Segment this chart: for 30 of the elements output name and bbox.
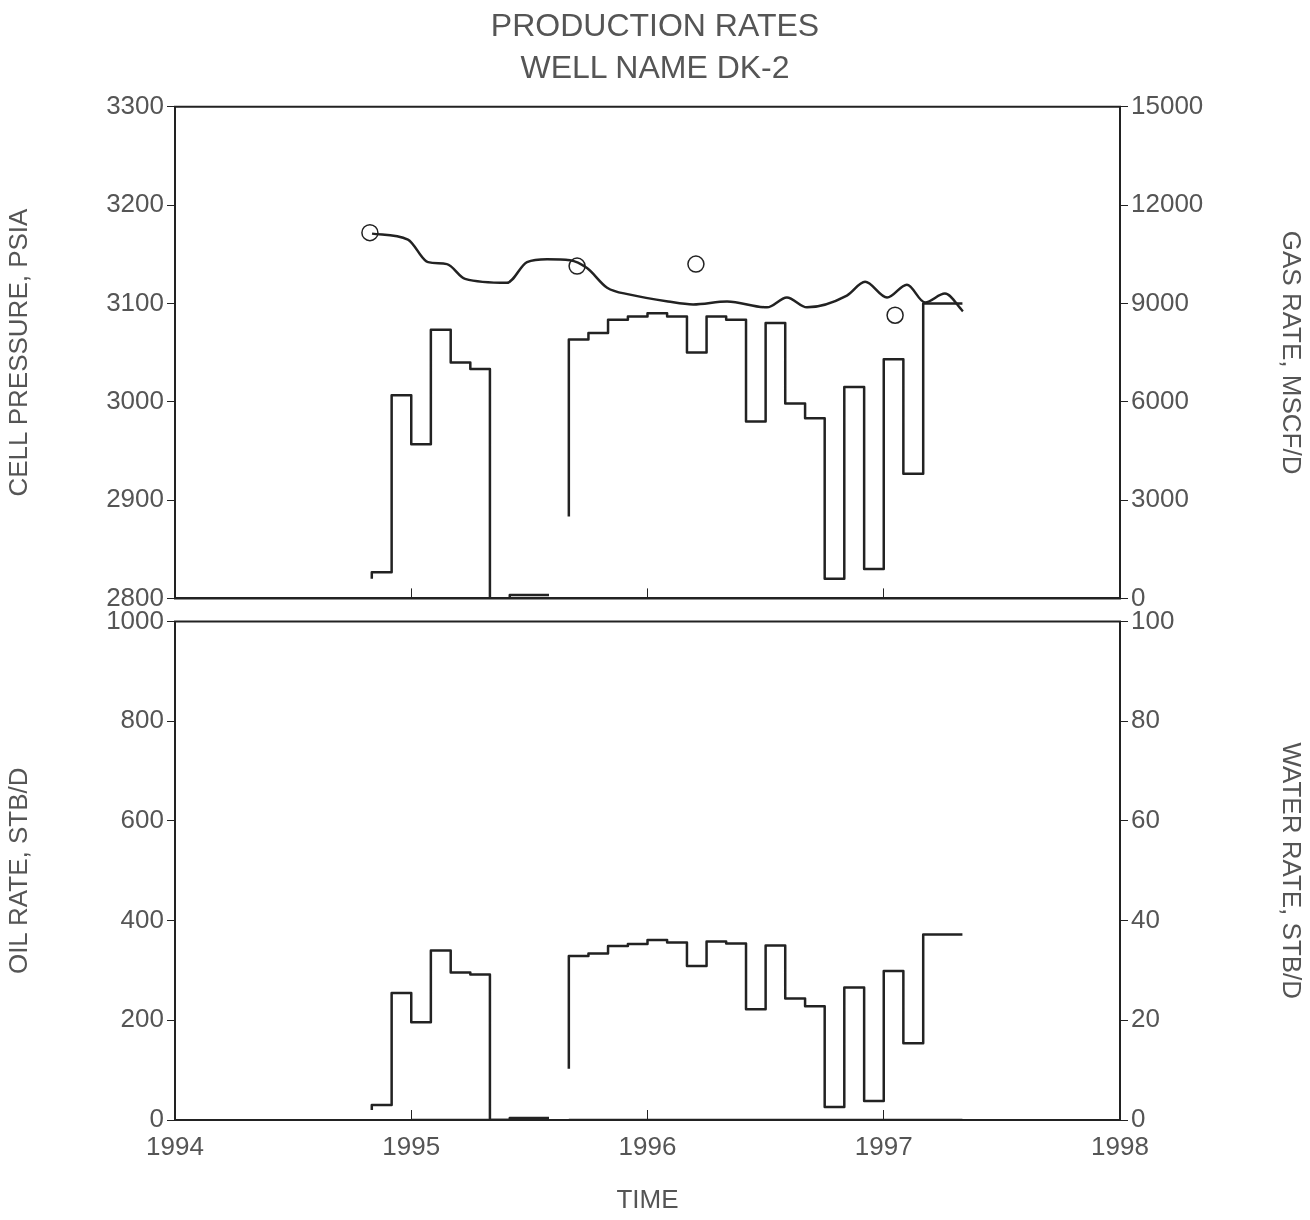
x-axis-title: TIME: [616, 1183, 679, 1214]
y2-tick-label: 40: [1131, 903, 1160, 934]
y-axis-title: OIL RATE, STB/D: [2, 767, 33, 975]
y-tick-label: 2800: [106, 581, 164, 612]
y-tick-label: 600: [120, 804, 164, 835]
y-tick-label: 400: [120, 903, 164, 934]
y-tick-label: 800: [120, 704, 164, 735]
y2-tick-label: 60: [1131, 804, 1160, 835]
chart-title: PRODUCTION RATES: [490, 7, 820, 44]
x-tick-label: 1996: [618, 1130, 677, 1161]
y2-tick-label: 3000: [1131, 483, 1189, 514]
y2-tick-label: 0: [1131, 581, 1146, 612]
y2-tick-label: 6000: [1131, 384, 1189, 415]
y-tick-label: 2900: [106, 483, 164, 514]
y2-tick-label: 20: [1131, 1003, 1160, 1034]
y-tick-label: 3200: [106, 188, 164, 219]
x-tick-label: 1997: [854, 1130, 913, 1161]
y-tick-label: 3300: [106, 89, 164, 120]
chart-subtitle: WELL NAME DK-2: [520, 49, 790, 86]
y2-tick-label: 80: [1131, 704, 1160, 735]
y-tick-label: 3000: [106, 384, 164, 415]
y-axis-title: CELL PRESSURE, PSIA: [2, 207, 33, 497]
x-tick-label: 1995: [382, 1130, 441, 1161]
y2-tick-label: 9000: [1131, 286, 1189, 317]
y-tick-label: 200: [120, 1003, 164, 1034]
y2-axis-title: GAS RATE, MSCF/D: [1277, 230, 1308, 475]
y2-tick-label: 15000: [1131, 89, 1204, 120]
y-tick-label: 3100: [106, 286, 164, 317]
y2-axis-title: WATER RATE, STB/D: [1277, 742, 1308, 1000]
y2-tick-label: 12000: [1131, 188, 1204, 219]
